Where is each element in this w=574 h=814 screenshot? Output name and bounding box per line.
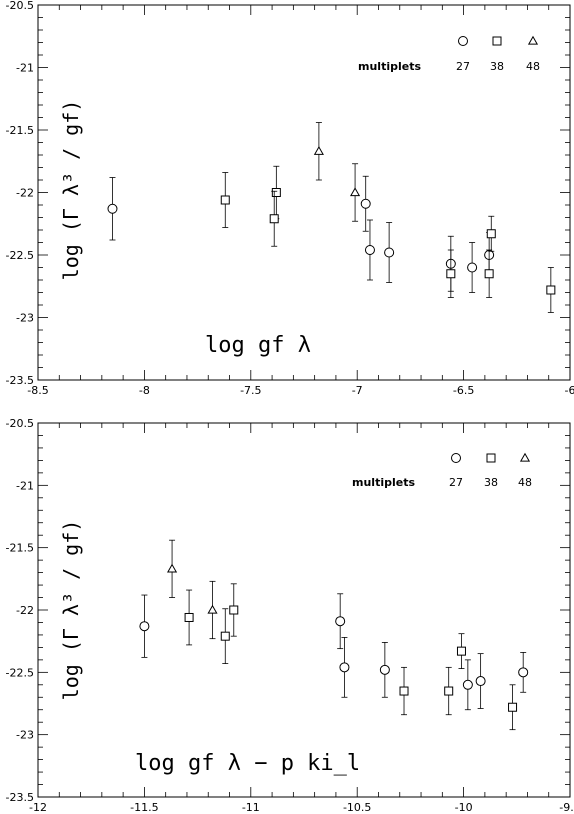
bottom-panel: -12 -11.5 -11 -10.5 -10 -9.5 -23.5 -23 -22.5 -22 -… [6, 417, 574, 814]
data-point-circle [335, 616, 346, 627]
y-tick-label: -23.5 [6, 791, 34, 804]
data-point-triangle [207, 604, 218, 614]
data-point-square [269, 214, 279, 224]
legend-title: multiplets [358, 60, 421, 73]
data-point-square [456, 646, 466, 656]
data-point-circle [364, 245, 375, 255]
legend-marker-square [486, 453, 496, 463]
legend-label: 27 [449, 476, 463, 489]
legend-marker-square [492, 36, 502, 46]
legend-label: 48 [526, 60, 540, 73]
y-axis-label: log (Γ λ³ / gf) [59, 520, 83, 701]
x-axis-label: log gf λ − p ki_l [135, 751, 360, 776]
y-tick-label: -21.5 [6, 542, 34, 555]
y-tick-label: -22.5 [6, 666, 34, 679]
legend-marker-triangle [519, 452, 531, 462]
x-tick-label: -8 [139, 384, 150, 397]
data-point-square [220, 631, 230, 641]
y-tick-label: -22 [16, 604, 34, 617]
x-tick-label: -7.5 [240, 384, 261, 397]
data-point-circle [518, 667, 529, 678]
legend-label: 48 [518, 476, 532, 489]
x-tick-label: -11 [242, 801, 260, 814]
data-point-square [484, 269, 494, 279]
data-point-circle [475, 676, 486, 687]
data-point-triangle [313, 146, 324, 155]
series-triangle [167, 539, 218, 640]
y-tick-label: -21.5 [6, 124, 34, 137]
y-tick-label: -21 [16, 479, 34, 492]
data-point-circle [462, 679, 473, 690]
x-tick-label: -8.5 [27, 384, 48, 397]
y-tick-label: -21 [16, 62, 34, 75]
top-panel: -8.5 -8 -7.5 -7 -6.5 -6 -23.5 -23 -22.5 -22 -21.5 -… [6, 0, 574, 397]
x-tick-label: -6.5 [453, 384, 474, 397]
data-point-square [444, 686, 454, 696]
legend-label: 38 [484, 476, 498, 489]
data-point-circle [384, 247, 395, 258]
data-point-circle [360, 198, 371, 209]
data-point-circle [339, 662, 350, 673]
series-triangle [313, 122, 361, 222]
x-tick-label: -10.5 [343, 801, 371, 814]
series-circle [107, 175, 495, 293]
y-tick-label: -23 [16, 729, 34, 742]
data-point-circle [467, 262, 478, 273]
x-axis-label: log gf λ [205, 333, 311, 358]
y-tick-label: -23.5 [6, 374, 34, 387]
data-point-square [271, 188, 281, 197]
legend-marker-circle [458, 36, 468, 46]
y-tick-label: -22 [16, 187, 34, 200]
series-square [184, 583, 518, 731]
data-point-triangle [350, 187, 361, 197]
legend-title: multiplets [352, 476, 415, 489]
legend-label: 38 [490, 60, 504, 73]
data-point-square [446, 269, 456, 279]
data-point-triangle [167, 563, 178, 573]
data-point-square [399, 686, 409, 696]
legend-marker-circle [451, 453, 461, 463]
series-square [220, 165, 556, 313]
x-tick-label: -12 [29, 801, 47, 814]
data-point-square [546, 285, 556, 295]
data-point-square [486, 229, 496, 239]
y-tick-label: -22.5 [6, 249, 34, 262]
data-point-square [229, 605, 239, 615]
x-tick-label: -11.5 [130, 801, 158, 814]
data-point-circle [107, 203, 118, 214]
data-point-circle [379, 664, 390, 675]
y-axis-label: log (Γ λ³ / gf) [59, 100, 83, 281]
legend-label: 27 [456, 60, 470, 73]
data-point-square [220, 195, 230, 205]
y-tick-label: -20.5 [6, 417, 34, 430]
x-tick-label: -10 [455, 801, 473, 814]
x-tick-label: -6 [565, 384, 574, 397]
y-tick-label: -23 [16, 312, 34, 325]
y-tick-label: -20.5 [6, 0, 34, 12]
data-point-square [508, 702, 518, 712]
x-tick-label: -7 [352, 384, 363, 397]
series-circle [139, 593, 529, 711]
data-point-square [184, 612, 194, 622]
legend-marker-triangle [527, 35, 539, 45]
x-tick-label: -9.5 [559, 801, 574, 814]
data-point-circle [139, 621, 150, 632]
